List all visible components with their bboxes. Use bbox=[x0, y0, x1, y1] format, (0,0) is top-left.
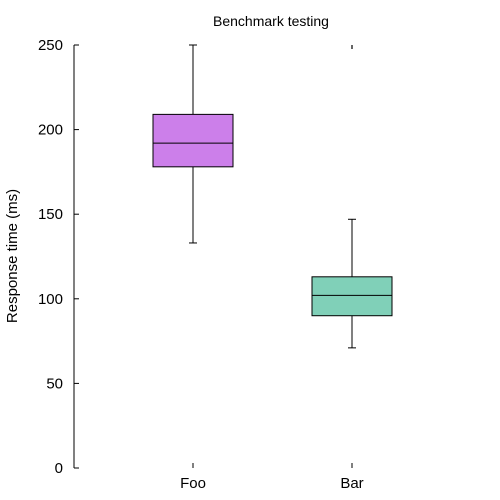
y-tick-label: 0 bbox=[55, 460, 63, 477]
x-tick-label: Foo bbox=[180, 475, 206, 492]
x-axis-labels: Foo Bar bbox=[180, 463, 364, 492]
y-tick-label: 200 bbox=[38, 122, 63, 139]
iqr-box bbox=[152, 113, 234, 168]
chart-title: Benchmark testing bbox=[213, 13, 329, 29]
y-axis-label: Response time (ms) bbox=[4, 189, 21, 323]
y-tick-label: 250 bbox=[38, 37, 63, 54]
box-foo bbox=[152, 44, 234, 244]
box-bar bbox=[311, 45, 393, 349]
x-tick-label: Bar bbox=[340, 475, 363, 492]
y-axis-ticks: 0 50 100 150 200 250 bbox=[38, 37, 79, 477]
y-tick-label: 50 bbox=[46, 375, 63, 392]
y-tick-label: 100 bbox=[38, 291, 63, 308]
y-tick-label: 150 bbox=[38, 206, 63, 223]
box-series bbox=[152, 44, 393, 349]
iqr-box bbox=[311, 276, 393, 317]
